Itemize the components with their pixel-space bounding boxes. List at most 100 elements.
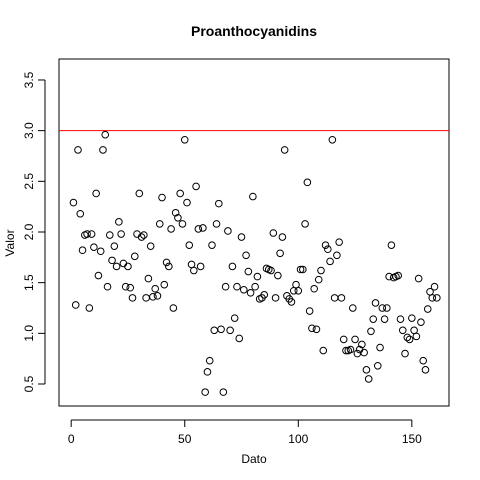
- data-point: [199, 224, 207, 232]
- data-point: [158, 193, 166, 202]
- x-tick-label: 0: [68, 432, 75, 446]
- data-point: [278, 233, 287, 241]
- data-point: [414, 274, 423, 283]
- data-point: [221, 282, 230, 291]
- data-point: [190, 266, 198, 275]
- data-point: [219, 388, 228, 396]
- data-point: [96, 247, 105, 256]
- data-point: [160, 280, 169, 289]
- data-point: [167, 225, 175, 233]
- data-point: [94, 271, 103, 280]
- data-point: [208, 241, 216, 249]
- data-point: [324, 245, 332, 254]
- y-tick-label: 1.5: [22, 274, 36, 291]
- data-point: [403, 333, 412, 342]
- data-point: [380, 315, 389, 323]
- data-point: [174, 214, 182, 222]
- data-point: [128, 294, 137, 302]
- data-point: [214, 199, 223, 208]
- data-point: [383, 304, 391, 312]
- data-point: [335, 238, 343, 246]
- data-points: [69, 130, 441, 396]
- data-point: [396, 315, 405, 323]
- data-point: [333, 251, 341, 260]
- data-point: [165, 262, 173, 271]
- data-point: [183, 198, 191, 207]
- data-point: [242, 251, 250, 260]
- data-point: [421, 366, 430, 374]
- data-point: [408, 314, 416, 322]
- data-point: [253, 272, 262, 281]
- data-point: [112, 262, 121, 271]
- data-point: [224, 227, 232, 235]
- data-point: [364, 375, 373, 383]
- data-point: [92, 189, 100, 198]
- x-tick-label: 100: [288, 432, 308, 446]
- data-point: [412, 332, 421, 341]
- data-point: [367, 327, 375, 336]
- data-point: [201, 388, 209, 396]
- data-point: [319, 346, 328, 355]
- data-point: [192, 182, 200, 191]
- data-point: [115, 218, 123, 226]
- data-point: [149, 293, 157, 301]
- data-point: [401, 349, 409, 358]
- data-point: [233, 282, 241, 291]
- data-point: [71, 301, 80, 309]
- data-point: [176, 189, 184, 198]
- data-point: [433, 294, 441, 302]
- plot-frame: [58, 58, 450, 407]
- data-point: [101, 130, 110, 139]
- data-point: [130, 252, 139, 261]
- data-point: [99, 146, 107, 154]
- data-point: [385, 272, 393, 281]
- data-point: [153, 292, 162, 300]
- data-point: [274, 271, 282, 280]
- data-point: [428, 294, 437, 302]
- data-point: [360, 348, 368, 357]
- data-point: [330, 294, 339, 302]
- data-point: [287, 298, 296, 306]
- data-point: [205, 356, 214, 365]
- data-point: [108, 256, 116, 265]
- chart-title: Proanthocyanidins: [191, 23, 317, 39]
- data-point: [146, 242, 155, 250]
- data-point: [296, 265, 305, 274]
- data-point: [105, 231, 114, 239]
- data-point: [342, 346, 350, 355]
- data-point: [237, 233, 246, 241]
- data-point: [280, 146, 289, 154]
- data-point: [299, 265, 307, 274]
- data-point: [244, 267, 253, 276]
- y-tick-label: 3.5: [22, 71, 36, 88]
- data-point: [373, 361, 382, 370]
- data-point: [417, 318, 425, 326]
- data-point: [121, 282, 130, 291]
- data-point: [162, 258, 171, 267]
- data-point: [358, 340, 366, 349]
- data-point: [337, 294, 346, 302]
- data-point: [387, 241, 396, 249]
- y-axis-label: Valor: [3, 229, 17, 256]
- y-axis: 0.5 1.0 1.5 2.0 2.5 3.0 3.5: [22, 71, 46, 392]
- data-point: [124, 262, 132, 271]
- data-point: [276, 249, 284, 258]
- data-point: [76, 209, 85, 218]
- data-point: [226, 326, 234, 335]
- y-tick-label: 3.0: [22, 122, 36, 139]
- data-point: [178, 220, 187, 228]
- data-point: [217, 325, 225, 334]
- y-tick-label: 1.0: [22, 325, 36, 342]
- data-point: [423, 305, 432, 313]
- x-axis-label: Dato: [241, 452, 267, 466]
- data-point: [196, 262, 205, 271]
- data-point: [117, 230, 125, 238]
- data-point: [308, 324, 316, 333]
- data-point: [305, 307, 314, 315]
- data-point: [210, 326, 219, 335]
- data-point: [376, 343, 384, 352]
- data-point: [185, 241, 194, 249]
- data-point: [346, 345, 355, 354]
- data-point: [180, 135, 189, 144]
- data-point: [169, 304, 178, 312]
